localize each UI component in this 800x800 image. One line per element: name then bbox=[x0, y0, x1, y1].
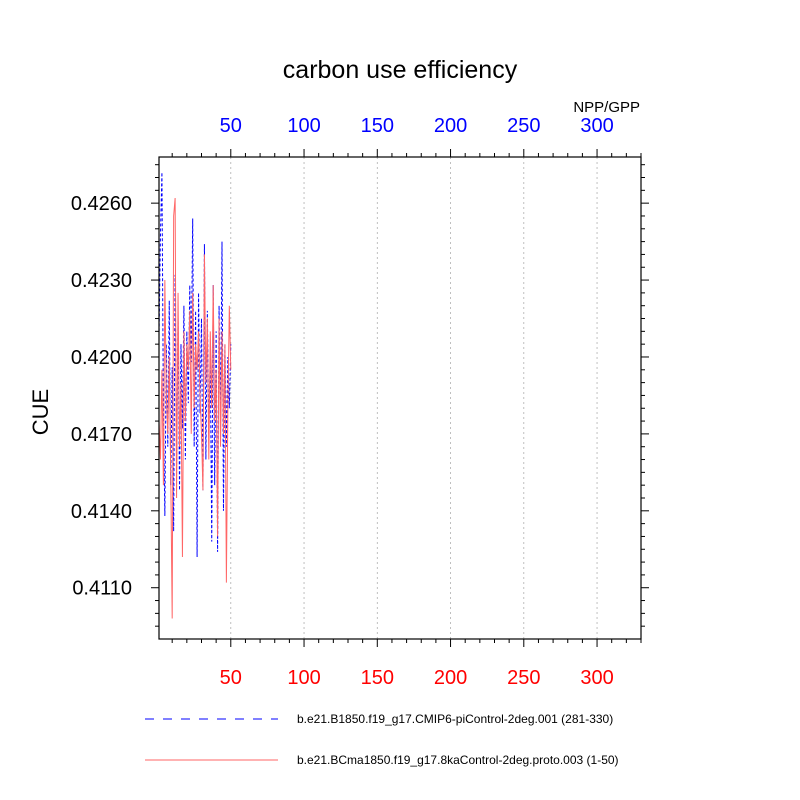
x-tick-label-top-150: 150 bbox=[361, 115, 394, 137]
x-tick-label-top-100: 100 bbox=[287, 115, 320, 137]
legend: b.e21.B1850.f19_g17.CMIP6-piControl-2deg… bbox=[145, 712, 619, 767]
x-tick-label-top-300: 300 bbox=[580, 115, 613, 137]
y-tick-label-5: 0.4260 bbox=[71, 193, 132, 215]
chart-subtitle: NPP/GPP bbox=[573, 99, 640, 116]
legend-label-red: b.e21.BCma1850.f19_g17.8kaControl-2deg.p… bbox=[297, 753, 619, 767]
grid-layer bbox=[230, 157, 598, 639]
axis-layer: 50 50 100 100 150 150 200 200 250 250 300 300 0.4110… bbox=[71, 115, 649, 689]
x-tick-label-bottom-250: 250 bbox=[507, 667, 540, 689]
y-tick-label-2: 0.4170 bbox=[71, 424, 132, 446]
x-tick-label-top-250: 250 bbox=[507, 115, 540, 137]
x-tick-label-bottom-150: 150 bbox=[361, 667, 394, 689]
y-tick-label-3: 0.4200 bbox=[71, 347, 132, 369]
chart-title: carbon use efficiency bbox=[283, 56, 518, 84]
series-line-1 bbox=[158, 197, 232, 619]
x-tick-label-bottom-200: 200 bbox=[434, 667, 467, 689]
series-layer bbox=[158, 172, 232, 619]
legend-label-blue: b.e21.B1850.f19_g17.CMIP6-piControl-2deg… bbox=[297, 712, 613, 726]
y-tick-label-0: 0.4110 bbox=[72, 578, 132, 600]
plot-frame bbox=[158, 156, 642, 640]
x-tick-label-top-50: 50 bbox=[220, 115, 242, 137]
y-axis-label: CUE bbox=[28, 389, 53, 435]
x-tick-label-top-200: 200 bbox=[434, 115, 467, 137]
x-tick-label-bottom-50: 50 bbox=[220, 667, 242, 689]
y-tick-label-4: 0.4230 bbox=[71, 270, 132, 292]
y-tick-label-1: 0.4140 bbox=[71, 501, 132, 523]
x-tick-label-bottom-300: 300 bbox=[580, 667, 613, 689]
x-tick-label-bottom-100: 100 bbox=[287, 667, 320, 689]
